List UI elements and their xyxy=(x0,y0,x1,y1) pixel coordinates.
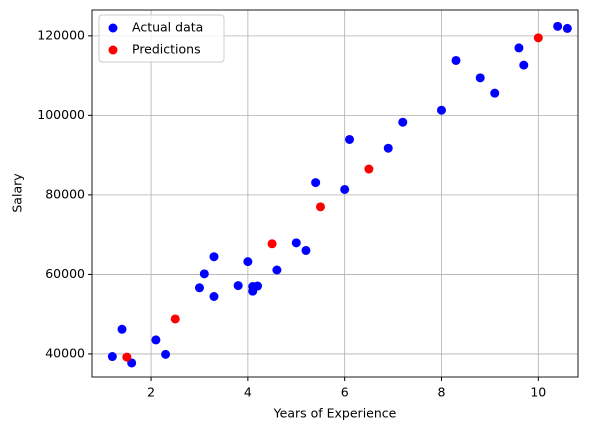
data-point xyxy=(233,281,243,291)
data-point xyxy=(122,352,132,362)
data-point xyxy=(490,88,500,98)
data-point xyxy=(107,352,117,362)
data-point xyxy=(253,281,263,291)
data-point xyxy=(345,134,355,144)
x-axis-label: Years of Experience xyxy=(273,406,397,421)
data-point xyxy=(398,117,408,127)
data-point xyxy=(533,33,543,43)
data-point xyxy=(475,73,485,83)
data-point xyxy=(553,21,563,31)
data-point xyxy=(514,43,524,53)
data-point xyxy=(209,292,219,302)
legend-label: Predictions xyxy=(132,42,201,57)
legend-label: Actual data xyxy=(132,20,203,35)
data-point xyxy=(161,349,171,359)
data-point xyxy=(383,143,393,153)
data-point xyxy=(272,265,282,275)
y-tick-label: 80000 xyxy=(45,186,85,201)
data-point xyxy=(364,164,374,174)
data-point xyxy=(199,269,209,279)
x-tick-label: 10 xyxy=(530,385,546,400)
plot-frame xyxy=(91,9,579,378)
x-tick-label: 6 xyxy=(341,385,349,400)
legend-box xyxy=(98,14,225,63)
data-point xyxy=(301,245,311,255)
x-tick-label: 4 xyxy=(244,385,252,400)
data-point xyxy=(267,239,277,249)
data-point xyxy=(340,184,350,194)
data-point xyxy=(170,314,180,324)
data-point xyxy=(436,105,446,115)
legend-marker xyxy=(108,23,118,33)
data-point xyxy=(315,202,325,212)
data-point xyxy=(562,23,572,33)
data-point xyxy=(243,257,253,267)
data-point xyxy=(117,324,127,334)
y-tick-label: 120000 xyxy=(37,27,85,42)
legend-marker xyxy=(108,45,118,55)
y-tick-label: 60000 xyxy=(45,266,85,281)
data-point xyxy=(194,283,204,293)
data-point xyxy=(311,178,321,188)
data-point xyxy=(209,252,219,262)
data-point xyxy=(519,60,529,70)
x-tick-label: 2 xyxy=(147,385,155,400)
x-tick-label: 8 xyxy=(438,385,446,400)
y-tick-label: 100000 xyxy=(37,107,85,122)
y-axis-label: Salary xyxy=(10,173,25,213)
data-point xyxy=(291,238,301,248)
y-tick-label: 40000 xyxy=(45,345,85,360)
data-point xyxy=(451,55,461,65)
data-point xyxy=(151,335,161,345)
